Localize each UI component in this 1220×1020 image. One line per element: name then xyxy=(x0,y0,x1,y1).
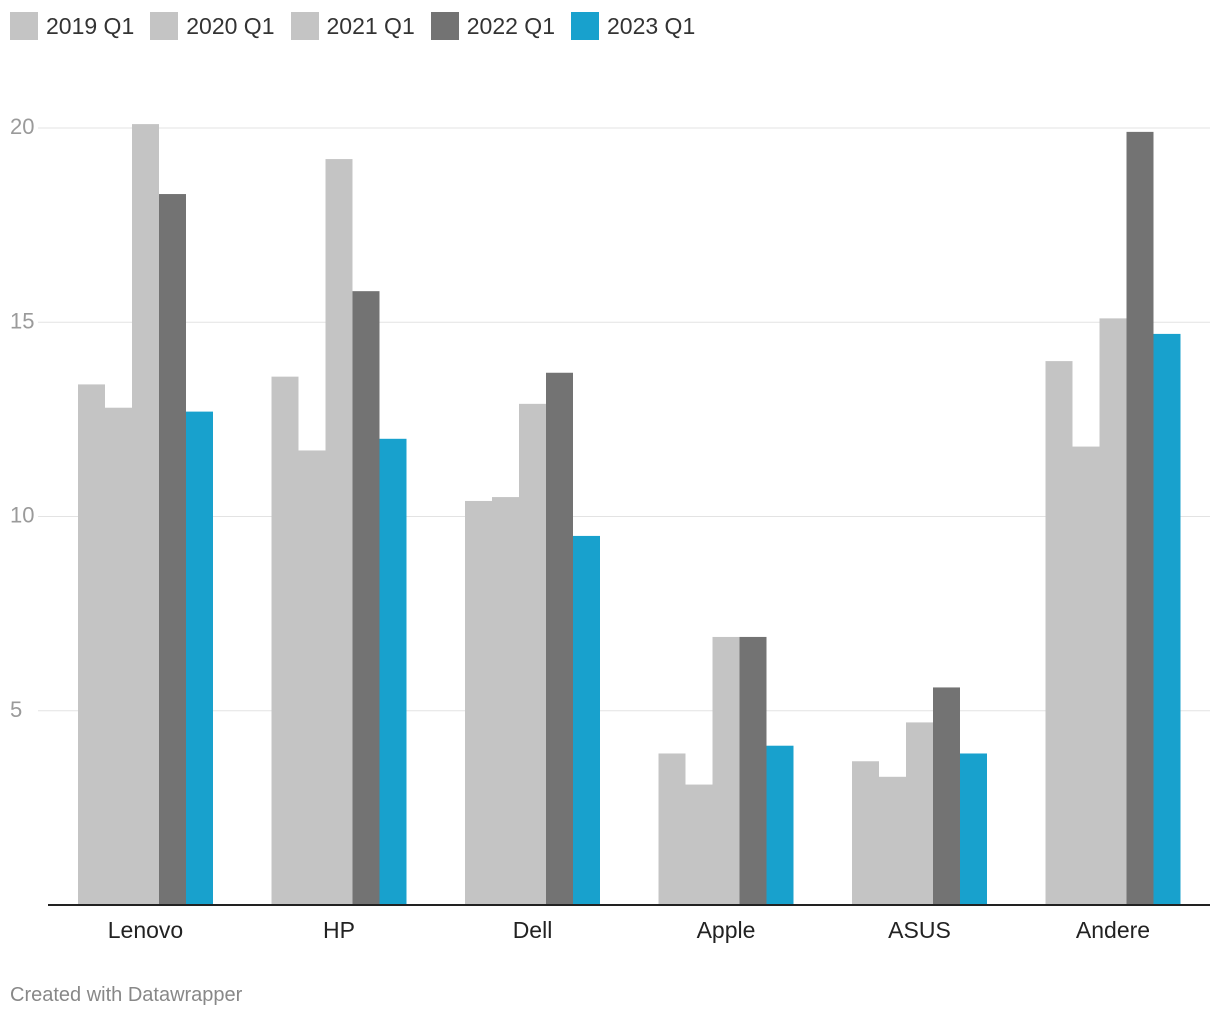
bar-hp-2019-q1 xyxy=(271,376,299,905)
x-tick-label-asus: ASUS xyxy=(888,917,951,943)
y-tick-label-5: 5 xyxy=(10,697,22,722)
bar-hp-2023-q1 xyxy=(379,438,407,905)
legend-label-2022-q1: 2022 Q1 xyxy=(466,12,555,39)
bar-dell-2022-q1 xyxy=(546,372,573,905)
y-tick-label-10: 10 xyxy=(10,503,34,528)
bar-apple-2020-q1 xyxy=(685,784,713,905)
bar-dell-2023-q1 xyxy=(573,535,600,905)
bar-hp-2022-q1 xyxy=(352,291,380,905)
bar-lenovo-2020-q1 xyxy=(105,407,132,905)
legend-label-2023-q1: 2023 Q1 xyxy=(607,12,696,39)
x-tick-label-hp: HP xyxy=(323,917,355,943)
bar-apple-2022-q1 xyxy=(739,636,767,905)
bar-apple-2019-q1 xyxy=(658,753,686,905)
bar-apple-2023-q1 xyxy=(766,745,794,905)
bar-lenovo-2019-q1 xyxy=(78,384,105,905)
legend-label-2021-q1: 2021 Q1 xyxy=(326,12,415,39)
legend-item-2023-q1: 2023 Q1 xyxy=(571,12,695,40)
bar-andere-2020-q1 xyxy=(1072,446,1100,905)
bar-andere-2022-q1 xyxy=(1126,131,1154,905)
legend-label-2020-q1: 2020 Q1 xyxy=(186,12,275,39)
bar-dell-2021-q1 xyxy=(519,403,546,905)
bar-asus-2020-q1 xyxy=(879,776,906,905)
legend-swatch-2020-q1 xyxy=(150,12,179,40)
legend-item-2022-q1: 2022 Q1 xyxy=(430,12,555,40)
legend-swatch-2021-q1 xyxy=(290,12,319,40)
x-tick-label-dell: Dell xyxy=(513,917,553,943)
bar-lenovo-2022-q1 xyxy=(159,194,186,906)
bar-asus-2021-q1 xyxy=(906,722,933,905)
bar-andere-2023-q1 xyxy=(1153,333,1181,905)
bar-lenovo-2023-q1 xyxy=(186,411,213,905)
bar-apple-2021-q1 xyxy=(712,636,740,905)
x-tick-label-apple: Apple xyxy=(697,917,756,943)
legend-label-2019-q1: 2019 Q1 xyxy=(46,12,135,39)
bar-asus-2023-q1 xyxy=(960,753,987,905)
bar-dell-2020-q1 xyxy=(492,497,519,905)
bar-dell-2019-q1 xyxy=(465,500,492,905)
bar-andere-2021-q1 xyxy=(1099,318,1127,905)
legend-item-2021-q1: 2021 Q1 xyxy=(290,12,415,40)
bar-asus-2022-q1 xyxy=(933,687,960,905)
bar-andere-2019-q1 xyxy=(1045,361,1073,906)
legend-item-2020-q1: 2020 Q1 xyxy=(150,12,275,40)
y-tick-label-20: 20 xyxy=(10,114,34,139)
footer-credit: Created with Datawrapper xyxy=(10,984,243,1006)
legend: 2019 Q1 2020 Q1 2021 Q1 2022 Q1 2023 Q1 xyxy=(10,10,695,42)
bar-asus-2019-q1 xyxy=(852,761,879,905)
x-tick-label-lenovo: Lenovo xyxy=(108,917,183,943)
bar-hp-2021-q1 xyxy=(325,159,353,905)
legend-swatch-2022-q1 xyxy=(430,12,459,40)
y-tick-label-15: 15 xyxy=(10,308,34,333)
legend-swatch-2019-q1 xyxy=(10,12,38,40)
x-tick-label-andere: Andere xyxy=(1076,917,1150,943)
legend-item-2019-q1: 2019 Q1 xyxy=(10,12,134,40)
legend-swatch-2023-q1 xyxy=(571,12,599,40)
bar-hp-2020-q1 xyxy=(298,450,326,905)
bar-lenovo-2021-q1 xyxy=(132,124,159,906)
